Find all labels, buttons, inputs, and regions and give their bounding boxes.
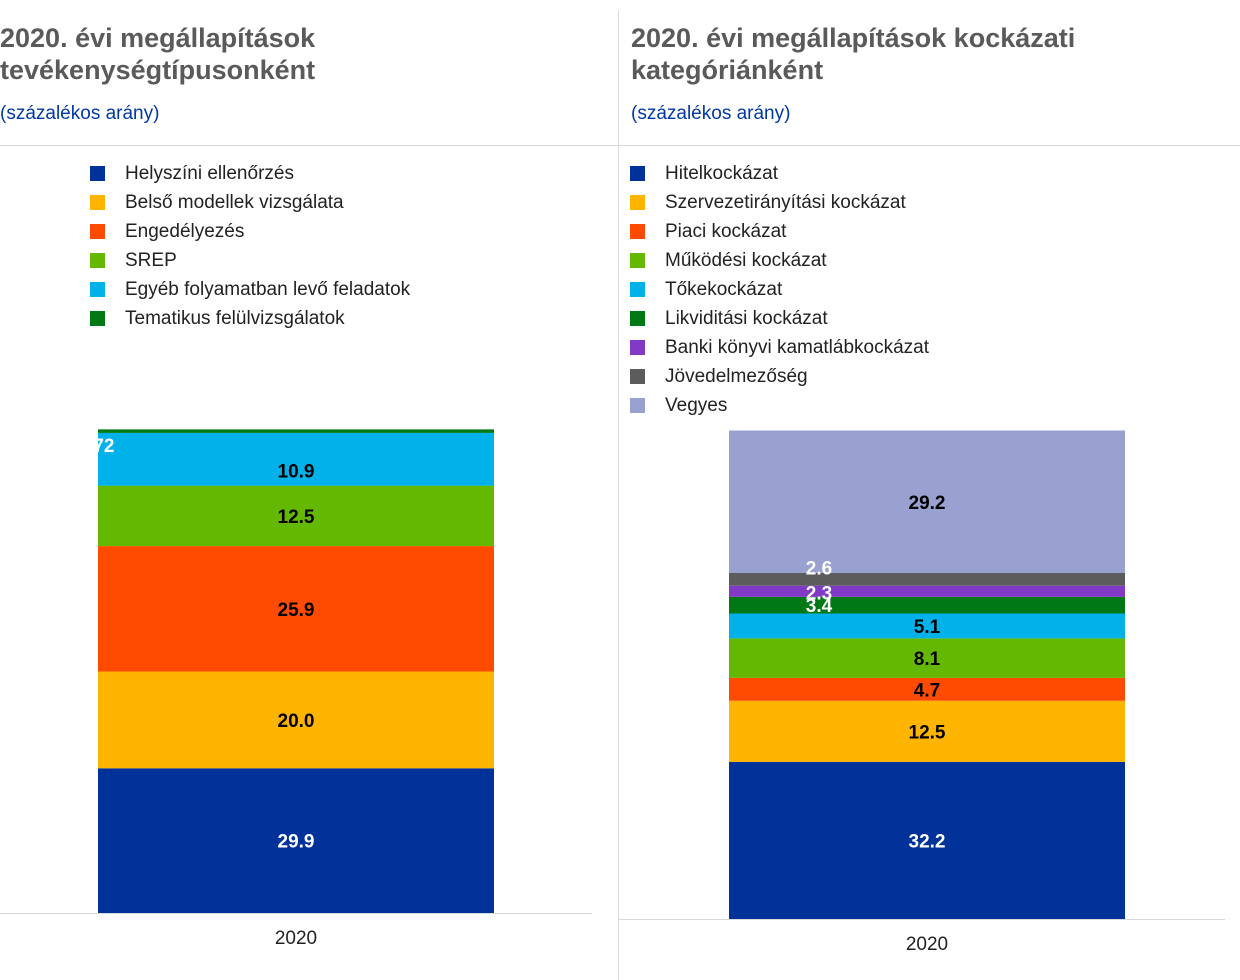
legend-item: Működési kockázat <box>630 246 929 275</box>
data-label: 25.9 <box>278 600 315 621</box>
bar-segment <box>98 546 494 672</box>
legend-item: Hitelkockázat <box>630 159 929 188</box>
data-label: 4.7 <box>914 680 940 701</box>
legend-label: Belső modellek vizsgálata <box>125 191 344 213</box>
data-label: 29.9 <box>278 832 315 853</box>
legend-item: Tőkekockázat <box>630 275 929 304</box>
legend-swatch <box>90 224 105 239</box>
x-tick-label: 2020 <box>275 928 317 949</box>
legend-label: Működési kockázat <box>665 249 827 271</box>
data-label: 10.9 <box>278 461 315 482</box>
chart-subtitle: (százalékos arány) <box>0 103 160 124</box>
panel-divider <box>618 10 619 980</box>
legend: Helyszíni ellenőrzés Belső modellek vizsg… <box>90 159 410 333</box>
stacked-bar-chart: 29.9 20.0 25.9 12.5 10.9 0.72 2020 <box>0 429 592 949</box>
chart-subtitle: (százalékos arány) <box>631 103 791 124</box>
bar-segment <box>729 761 1125 919</box>
header-divider <box>0 145 618 146</box>
bar-segment <box>98 429 494 433</box>
x-tick-label: 2020 <box>906 934 948 955</box>
data-label: 0.72 <box>78 436 115 457</box>
bar-segment <box>729 596 1125 614</box>
legend-item: Likviditási kockázat <box>630 304 929 333</box>
legend-swatch <box>90 282 105 297</box>
legend-swatch <box>630 195 645 210</box>
bar-segment <box>729 677 1125 701</box>
legend-swatch <box>630 253 645 268</box>
legend-item: Szervezetirányítási kockázat <box>630 188 929 217</box>
bar-segment <box>98 432 494 486</box>
stacked-bar-chart: 32.2 12.5 4.7 8.1 5.1 3.42.3 2.6 29.2 2020 <box>619 430 1225 955</box>
bar-segment <box>729 430 1125 573</box>
legend-item: Banki könyvi kamatlábkockázat <box>630 333 929 362</box>
legend-item: Helyszíni ellenőrzés <box>90 159 410 188</box>
legend-item: Engedélyezés <box>90 217 410 246</box>
legend-item: Jövedelmezőség <box>630 362 929 391</box>
data-label: 8.1 <box>914 649 941 670</box>
legend-label: Tematikus felülvizsgálatok <box>125 307 345 329</box>
legend-item: Tematikus felülvizsgálatok <box>90 304 410 333</box>
legend-label: Helyszíni ellenőrzés <box>125 162 294 184</box>
legend-swatch <box>630 224 645 239</box>
data-label: 3.4 <box>806 596 833 617</box>
legend-label: Engedélyezés <box>125 220 245 242</box>
legend-label: Vegyes <box>665 394 728 416</box>
legend-swatch <box>630 311 645 326</box>
header-divider <box>619 145 1240 146</box>
legend-label: SREP <box>125 249 177 271</box>
bar-segment <box>729 613 1125 639</box>
legend-swatch <box>90 311 105 326</box>
legend-swatch <box>630 369 645 384</box>
legend-swatch <box>90 195 105 210</box>
legend-swatch <box>630 340 645 355</box>
bar-segment <box>98 671 494 769</box>
data-label: 29.2 <box>909 493 946 514</box>
legend-item: SREP <box>90 246 410 275</box>
chart-title: 2020. évi megállapítások kockázati kateg… <box>631 23 1076 85</box>
data-label: 12.5 <box>909 722 946 743</box>
legend-label: Tőkekockázat <box>665 278 783 300</box>
bar-segment <box>98 768 494 913</box>
legend-swatch <box>90 253 105 268</box>
chart-panel-risk: 2020. évi megállapítások kockázati kateg… <box>619 0 1240 980</box>
legend-swatch <box>90 166 105 181</box>
legend-swatch <box>630 282 645 297</box>
legend-item: Piaci kockázat <box>630 217 929 246</box>
legend-label: Banki könyvi kamatlábkockázat <box>665 336 930 358</box>
bar-segment <box>729 700 1125 762</box>
legend-swatch <box>630 398 645 413</box>
legend-swatch <box>630 166 645 181</box>
legend-label: Egyéb folyamatban levő feladatok <box>125 278 411 300</box>
legend-label: Szervezetirányítási kockázat <box>665 191 906 213</box>
bar-segment <box>98 485 494 547</box>
legend: Hitelkockázat Szervezetirányítási kockáza… <box>630 159 929 420</box>
legend-label: Piaci kockázat <box>665 220 787 242</box>
legend-label: Likviditási kockázat <box>665 307 828 329</box>
chart-title: 2020. évi megállapítások tevékenységtípu… <box>0 23 316 85</box>
data-label: 5.1 <box>914 617 941 638</box>
data-label: 2.3 <box>806 583 832 604</box>
bar-segment <box>729 585 1125 597</box>
bar-segment <box>729 638 1125 678</box>
data-label: 20.0 <box>278 711 315 732</box>
legend-item: Belső modellek vizsgálata <box>90 188 410 217</box>
legend-item: Vegyes <box>630 391 929 420</box>
legend-label: Hitelkockázat <box>665 162 778 184</box>
data-label: 2.6 <box>806 558 832 579</box>
data-label: 32.2 <box>909 831 946 852</box>
bar-segment <box>729 573 1125 586</box>
legend-item: Egyéb folyamatban levő feladatok <box>90 275 410 304</box>
legend-label: Jövedelmezőség <box>665 365 808 387</box>
chart-panel-activity: 2020. évi megállapítások tevékenységtípu… <box>0 0 618 980</box>
data-label: 12.5 <box>278 507 315 528</box>
